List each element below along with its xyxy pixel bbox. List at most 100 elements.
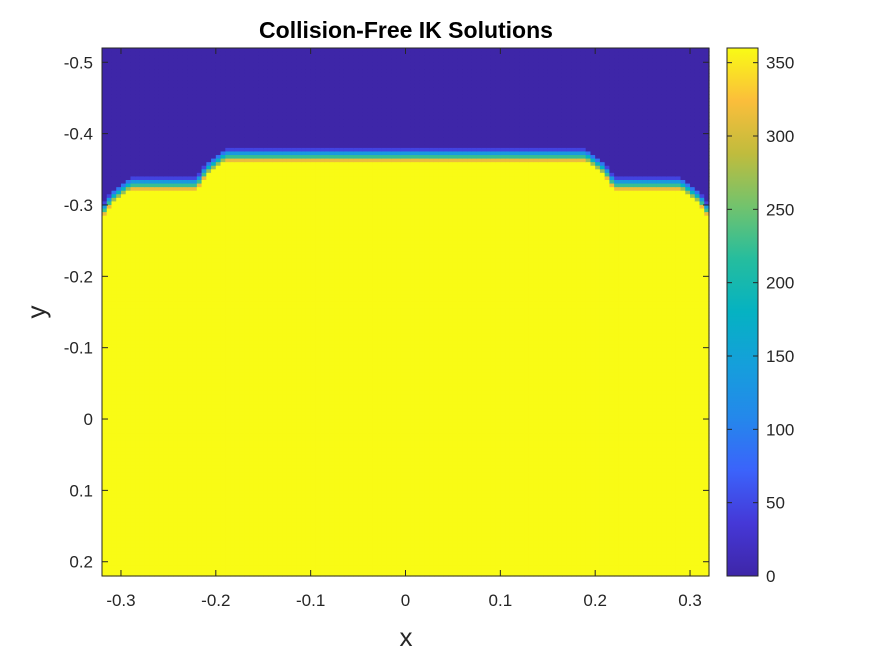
heatmap-cell xyxy=(239,476,245,481)
heatmap-cell xyxy=(106,237,113,242)
heatmap-cell xyxy=(187,461,193,467)
heatmap-cell xyxy=(163,83,169,88)
heatmap-cell xyxy=(244,258,250,263)
heatmap-cell xyxy=(182,97,188,103)
heatmap-cell xyxy=(106,269,113,274)
heatmap-cell xyxy=(182,390,188,395)
heatmap-cell xyxy=(249,447,255,452)
heatmap-cell xyxy=(258,112,264,117)
heatmap-cell xyxy=(258,94,264,99)
heatmap-cell xyxy=(120,69,127,74)
heatmap-cell xyxy=(111,233,117,238)
heatmap-cell xyxy=(144,194,151,199)
heatmap-cell xyxy=(225,58,231,63)
heatmap-cell xyxy=(253,201,260,206)
heatmap-cell xyxy=(249,476,255,481)
heatmap-cell xyxy=(244,451,250,456)
heatmap-cell xyxy=(116,187,122,192)
heatmap-cell xyxy=(230,415,236,420)
heatmap-cell xyxy=(120,254,127,260)
heatmap-cell xyxy=(106,101,113,106)
heatmap-cell xyxy=(201,276,207,281)
heatmap-cell xyxy=(192,322,198,327)
heatmap-cell xyxy=(177,376,184,381)
heatmap-cell xyxy=(125,558,132,563)
heatmap-cell xyxy=(244,447,250,452)
heatmap-cell xyxy=(201,197,207,203)
heatmap-cell xyxy=(173,461,179,467)
heatmap-cell xyxy=(125,501,132,506)
heatmap-cell xyxy=(120,244,127,249)
heatmap-cell xyxy=(220,447,226,452)
heatmap-cell xyxy=(130,137,136,142)
heatmap-cell xyxy=(201,554,207,559)
heatmap-cell xyxy=(130,554,136,559)
heatmap-cell xyxy=(258,90,264,95)
heatmap-cell xyxy=(116,140,122,145)
heatmap-cell xyxy=(111,272,117,277)
heatmap-cell xyxy=(187,333,193,338)
heatmap-cell xyxy=(135,568,141,574)
heatmap-cell xyxy=(130,94,136,99)
heatmap-cell xyxy=(135,215,141,220)
heatmap-cell xyxy=(201,547,207,552)
heatmap-cell xyxy=(192,279,198,285)
heatmap-cell xyxy=(168,386,174,392)
heatmap-cell xyxy=(196,237,203,242)
heatmap-cell xyxy=(192,297,198,302)
heatmap-cell xyxy=(139,411,146,417)
heatmap-cell xyxy=(258,212,264,217)
heatmap-cell xyxy=(173,447,179,452)
heatmap-cell xyxy=(201,279,207,285)
heatmap-cell xyxy=(234,468,241,474)
heatmap-cell xyxy=(230,58,236,63)
heatmap-cell xyxy=(230,493,236,499)
heatmap-cell xyxy=(225,283,231,288)
heatmap-cell xyxy=(225,476,231,481)
heatmap-cell xyxy=(158,444,165,449)
heatmap-cell xyxy=(158,272,165,277)
heatmap-cell xyxy=(135,279,141,285)
heatmap-cell xyxy=(154,176,160,181)
heatmap-cell xyxy=(206,262,212,267)
heatmap-cell xyxy=(215,386,222,392)
heatmap-cell xyxy=(125,476,132,481)
heatmap-cell xyxy=(225,301,231,306)
heatmap-cell xyxy=(106,115,113,120)
heatmap-cell xyxy=(106,126,113,131)
heatmap-cell xyxy=(230,101,236,106)
heatmap-cell xyxy=(239,468,245,474)
heatmap-cell xyxy=(206,312,212,317)
heatmap-cell xyxy=(206,411,212,417)
heatmap-cell xyxy=(192,301,198,306)
heatmap-cell xyxy=(149,187,155,192)
heatmap-cell xyxy=(125,390,132,395)
heatmap-cell xyxy=(120,187,127,192)
heatmap-cell xyxy=(177,301,184,306)
heatmap-cell xyxy=(234,269,241,274)
heatmap-cell xyxy=(211,144,217,149)
heatmap-cell xyxy=(154,165,160,170)
heatmap-cell xyxy=(196,536,203,541)
heatmap-cell xyxy=(125,312,132,317)
heatmap-cell xyxy=(116,112,122,117)
heatmap-cell xyxy=(187,90,193,95)
heatmap-cell xyxy=(253,497,260,502)
heatmap-cell xyxy=(182,379,188,384)
heatmap-cell xyxy=(154,183,160,188)
heatmap-cell xyxy=(215,130,222,135)
heatmap-cell xyxy=(196,108,203,113)
heatmap-cell xyxy=(173,472,179,477)
heatmap-cell xyxy=(116,568,122,574)
heatmap-cell xyxy=(158,533,165,538)
heatmap-cell xyxy=(196,137,203,142)
heatmap-cell xyxy=(192,190,198,195)
heatmap-cell xyxy=(106,190,113,195)
heatmap-cell xyxy=(130,69,136,74)
heatmap-cell xyxy=(182,319,188,324)
heatmap-cell xyxy=(182,479,188,484)
heatmap-cell xyxy=(215,333,222,338)
heatmap-cell xyxy=(111,508,117,513)
heatmap-cell xyxy=(135,408,141,413)
heatmap-cell xyxy=(139,444,146,449)
